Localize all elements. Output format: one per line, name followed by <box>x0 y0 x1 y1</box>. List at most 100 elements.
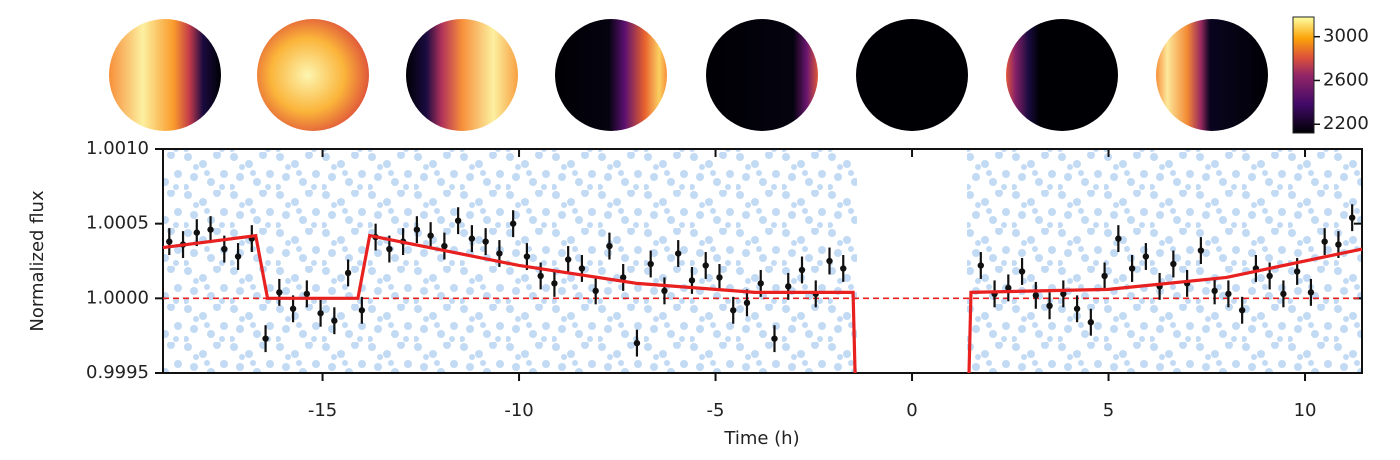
model-line <box>162 233 1363 374</box>
plot-frame <box>162 148 1363 374</box>
x-tick-label: -10 <box>504 400 533 421</box>
colorbar-tick-label: 2200 <box>1323 113 1369 134</box>
data-point <box>785 283 792 290</box>
data-point <box>1032 292 1040 299</box>
data-point <box>303 290 311 298</box>
y-axis-label: Normalized flux <box>27 190 48 332</box>
planet-disk <box>856 19 968 131</box>
data-point <box>1335 241 1342 248</box>
data-point <box>702 262 709 269</box>
data-point <box>757 280 764 287</box>
data-point <box>771 335 778 342</box>
data-point <box>441 242 448 250</box>
colorbar-tick-label: 2600 <box>1323 69 1369 90</box>
data-point <box>977 262 985 269</box>
data-point <box>661 287 668 295</box>
data-point <box>523 253 531 260</box>
data-point <box>826 257 833 265</box>
data-point <box>207 226 214 233</box>
data-point <box>578 265 586 272</box>
data-point <box>798 266 806 274</box>
data-point <box>537 272 544 280</box>
data-point <box>1211 287 1218 295</box>
data-point <box>1280 290 1287 298</box>
planet-disk <box>1156 19 1268 131</box>
data-point <box>344 269 352 277</box>
data-point <box>647 260 654 268</box>
planet-disk <box>555 19 667 131</box>
data-point <box>454 217 462 224</box>
data-point <box>564 256 572 263</box>
data-point <box>317 310 324 317</box>
x-tick-label: 10 <box>1294 400 1317 421</box>
data-point <box>688 277 696 284</box>
data-point <box>592 287 599 295</box>
data-point <box>1170 260 1177 268</box>
data-point <box>1348 214 1356 221</box>
planet-disk <box>1006 19 1118 131</box>
data-point <box>496 250 503 257</box>
data-point <box>1005 284 1012 292</box>
planet-disk <box>706 19 818 131</box>
x-tick-label: -15 <box>308 400 337 421</box>
colorbar <box>1292 16 1315 134</box>
data-point <box>509 220 517 227</box>
data-point <box>1115 235 1122 242</box>
data-point <box>331 317 338 324</box>
x-tick-label: 0 <box>906 400 917 421</box>
data-point <box>1321 238 1328 245</box>
data-point <box>619 274 627 281</box>
data-point <box>386 245 393 253</box>
data-point <box>716 274 723 281</box>
data-point <box>633 339 641 347</box>
colorbar-tick-label: 3000 <box>1323 26 1369 47</box>
data-point <box>468 235 476 242</box>
data-point <box>675 250 682 257</box>
x-tick-label: 5 <box>1103 400 1114 421</box>
data-point <box>743 299 751 307</box>
planet-disk <box>406 19 518 131</box>
data-point <box>1073 305 1081 312</box>
data-point <box>730 307 737 314</box>
data-point <box>166 238 173 245</box>
data-point <box>1018 268 1026 275</box>
data-point <box>1293 268 1301 275</box>
data-point <box>551 280 558 287</box>
data-point <box>193 229 200 236</box>
data-point <box>276 289 283 296</box>
x-tick-label: -5 <box>707 400 725 421</box>
x-axis-label: Time (h) <box>723 428 799 449</box>
y-tick-label: 1.0005 <box>86 213 149 234</box>
y-tick-label: 1.0010 <box>86 138 149 159</box>
data-point <box>1142 253 1150 260</box>
data-point <box>413 226 421 233</box>
raw-points-left <box>163 149 857 373</box>
planet-disk <box>109 19 221 131</box>
data-point <box>234 253 242 260</box>
data-point <box>262 335 269 342</box>
data-point <box>1266 272 1273 280</box>
raw-cloud <box>163 149 1362 373</box>
data-point <box>358 307 366 314</box>
data-point <box>482 238 489 245</box>
data-point <box>840 265 847 272</box>
y-tick-label: 1.0000 <box>86 287 149 308</box>
data-point <box>289 305 297 312</box>
data-point <box>1225 290 1232 298</box>
data-point <box>427 232 434 239</box>
planet-maps <box>109 19 1268 131</box>
data-point <box>606 242 613 250</box>
data-point <box>1307 289 1315 296</box>
data-point <box>1046 302 1053 309</box>
planet-disk <box>257 19 369 131</box>
data-point <box>1101 272 1108 280</box>
data-point <box>1197 247 1205 254</box>
data-point <box>1087 319 1095 326</box>
data-point <box>221 245 228 253</box>
data-point <box>1128 265 1136 272</box>
data-point <box>1060 290 1067 298</box>
data-point <box>1238 307 1246 314</box>
y-tick-label: 0.9995 <box>86 362 149 383</box>
